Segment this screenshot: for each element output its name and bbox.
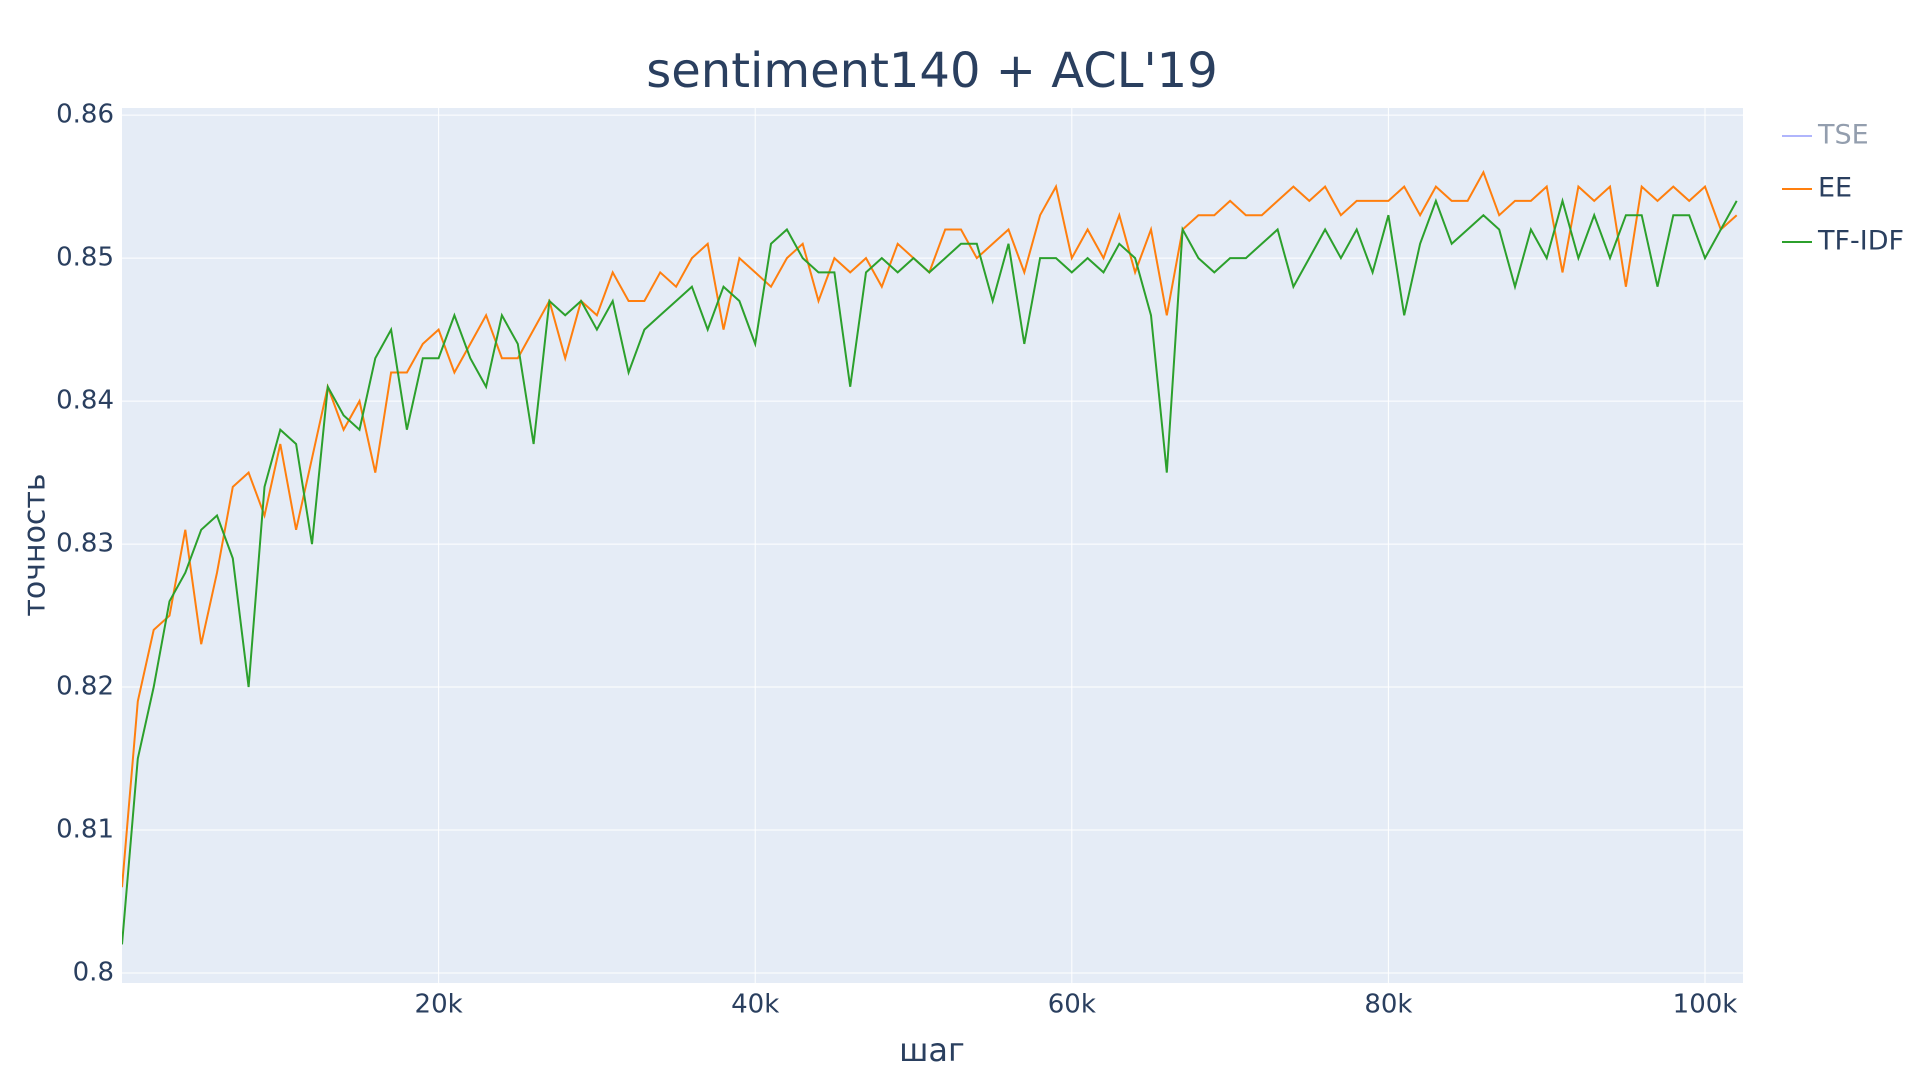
legend-label: TSE <box>1817 120 1869 151</box>
y-tick-label: 0.81 <box>56 815 114 845</box>
x-axis-title: шаг <box>899 1031 965 1069</box>
y-tick-label: 0.85 <box>56 243 114 273</box>
lines <box>122 169 1738 945</box>
y-tick-label: 0.8 <box>73 957 114 987</box>
chart-title: sentiment140 + ACL'19 <box>646 43 1218 99</box>
legend-item[interactable]: TSE <box>1782 120 1869 151</box>
legend-item[interactable]: EE <box>1782 173 1852 204</box>
y-tick-label: 0.83 <box>56 529 114 559</box>
x-tick-label: 100k <box>1673 990 1738 1020</box>
grid <box>122 108 1743 983</box>
legend-label: EE <box>1818 173 1852 204</box>
y-tick-label: 0.84 <box>56 386 114 416</box>
y-axis-title: точность <box>18 473 53 616</box>
series-line <box>122 197 1738 945</box>
x-tick-label: 40k <box>731 990 779 1020</box>
x-tick-label: 20k <box>415 990 463 1020</box>
legend-label: TF-IDF <box>1817 226 1904 257</box>
y-tick-label: 0.82 <box>56 672 114 702</box>
legend: TSE EE TF-IDF <box>1782 120 1904 257</box>
x-tick-label: 60k <box>1048 990 1096 1020</box>
legend-item[interactable]: TF-IDF <box>1782 226 1904 257</box>
y-tick-label: 0.86 <box>56 100 114 130</box>
x-tick-label: 80k <box>1364 990 1412 1020</box>
plot-area <box>122 108 1743 983</box>
